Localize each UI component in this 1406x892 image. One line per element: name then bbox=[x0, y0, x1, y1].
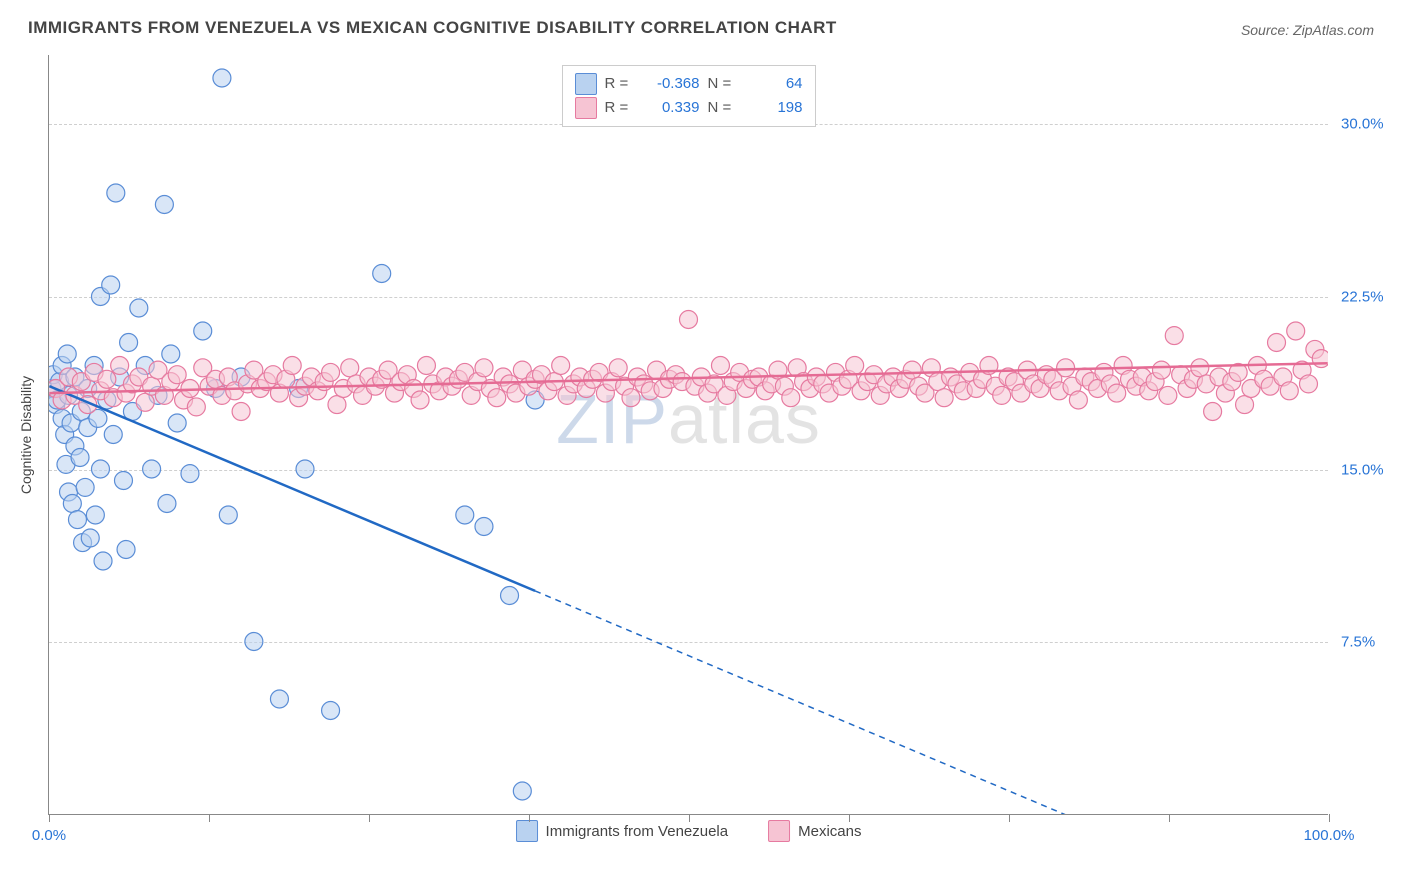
source-attribution: Source: ZipAtlas.com bbox=[1241, 22, 1374, 38]
watermark-zip: ZIP bbox=[556, 380, 668, 458]
x-tick bbox=[209, 814, 210, 822]
x-tick-label: 100.0% bbox=[1304, 827, 1355, 844]
legend-swatch-mexicans-bottom bbox=[768, 820, 790, 842]
x-tick bbox=[369, 814, 370, 822]
legend-n-value-mexicans: 198 bbox=[748, 96, 803, 120]
chart-title: IMMIGRANTS FROM VENEZUELA VS MEXICAN COG… bbox=[28, 18, 837, 38]
legend-n-label: N = bbox=[708, 72, 740, 96]
legend-item-venezuela: Immigrants from Venezuela bbox=[516, 820, 729, 842]
y-axis-title: Cognitive Disability bbox=[18, 376, 34, 494]
x-tick bbox=[529, 814, 530, 822]
x-tick bbox=[49, 814, 50, 822]
watermark-atlas: atlas bbox=[668, 380, 821, 458]
legend-swatch-mexicans bbox=[575, 97, 597, 119]
legend-swatch-venezuela-bottom bbox=[516, 820, 538, 842]
legend-n-value-venezuela: 64 bbox=[748, 72, 803, 96]
x-tick bbox=[849, 814, 850, 822]
legend-r-value-venezuela: -0.368 bbox=[645, 72, 700, 96]
legend-row-venezuela: R = -0.368 N = 64 bbox=[575, 72, 803, 96]
x-tick bbox=[1009, 814, 1010, 822]
y-tick-label: 15.0% bbox=[1341, 461, 1384, 478]
legend-r-label: R = bbox=[605, 96, 637, 120]
series-legend: Immigrants from Venezuela Mexicans bbox=[516, 820, 862, 842]
grid-line bbox=[49, 297, 1328, 298]
legend-label-venezuela: Immigrants from Venezuela bbox=[546, 823, 729, 840]
y-tick-label: 30.0% bbox=[1341, 116, 1384, 133]
legend-row-mexicans: R = 0.339 N = 198 bbox=[575, 96, 803, 120]
scatter-svg bbox=[49, 55, 1328, 814]
x-tick bbox=[1329, 814, 1330, 822]
legend-r-label: R = bbox=[605, 72, 637, 96]
legend-n-label: N = bbox=[708, 96, 740, 120]
x-tick bbox=[1169, 814, 1170, 822]
x-tick-label: 0.0% bbox=[32, 827, 66, 844]
legend-swatch-venezuela bbox=[575, 73, 597, 95]
y-tick-label: 22.5% bbox=[1341, 288, 1384, 305]
correlation-legend: R = -0.368 N = 64 R = 0.339 N = 198 bbox=[562, 65, 816, 127]
grid-line bbox=[49, 470, 1328, 471]
x-tick bbox=[689, 814, 690, 822]
legend-label-mexicans: Mexicans bbox=[798, 823, 861, 840]
legend-item-mexicans: Mexicans bbox=[768, 820, 861, 842]
plot-area: ZIPatlas R = -0.368 N = 64 R = 0.339 N =… bbox=[48, 55, 1328, 815]
chart-container: Cognitive Disability ZIPatlas R = -0.368… bbox=[48, 55, 1358, 815]
grid-line bbox=[49, 642, 1328, 643]
legend-r-value-mexicans: 0.339 bbox=[645, 96, 700, 120]
y-tick-label: 7.5% bbox=[1341, 634, 1375, 651]
watermark: ZIPatlas bbox=[556, 379, 821, 459]
